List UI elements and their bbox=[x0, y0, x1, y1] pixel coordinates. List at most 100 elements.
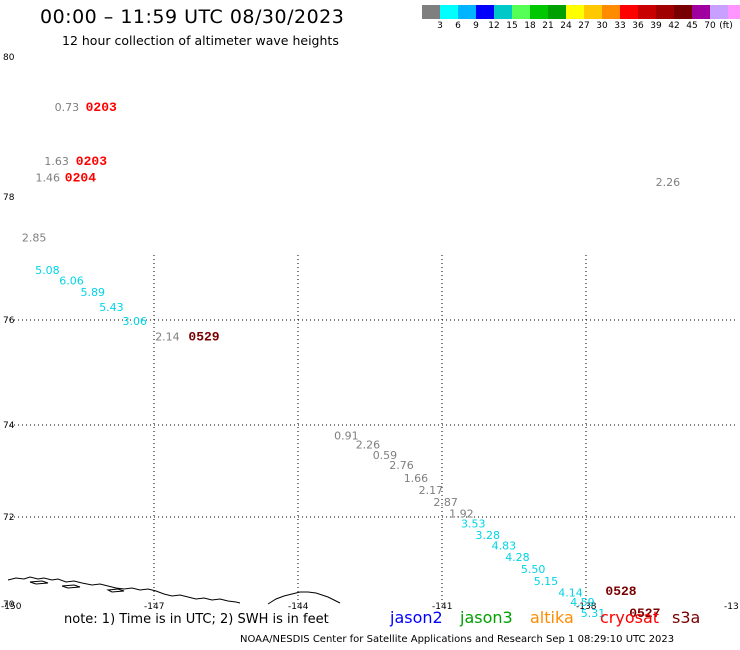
latitude-label: 72 bbox=[3, 513, 14, 523]
colorbar-swatch bbox=[692, 5, 710, 19]
pass-time-label: 0204 bbox=[65, 171, 96, 186]
wave-height-label: 5.31 bbox=[581, 607, 606, 620]
colorbar-swatch bbox=[584, 5, 602, 19]
colorbar-swatch bbox=[548, 5, 566, 19]
wave-height-label: 1.63 bbox=[44, 155, 69, 168]
colorbar-label: 9 bbox=[473, 21, 479, 31]
satellite-legend-altika: altika bbox=[530, 608, 574, 627]
longitude-label: -13 bbox=[724, 602, 739, 612]
latitude-label: 76 bbox=[3, 316, 15, 326]
satellite-legend-cryosat: cryosat bbox=[600, 608, 660, 627]
wave-height-label: 3.06 bbox=[123, 315, 148, 328]
colorbar-swatch bbox=[566, 5, 584, 19]
coastline-island-3 bbox=[106, 588, 125, 593]
coastline-island-1 bbox=[29, 580, 49, 585]
longitude-label: -150 bbox=[1, 602, 22, 612]
wave-height-label: 2.14 bbox=[155, 330, 180, 343]
wave-height-label: 2.85 bbox=[22, 231, 47, 244]
colorbar-label: 39 bbox=[650, 21, 662, 31]
latitude-label: 74 bbox=[3, 421, 15, 431]
colorbar-swatch bbox=[602, 5, 620, 19]
wave-height-label: 6.06 bbox=[59, 275, 84, 288]
longitude-label: -138 bbox=[576, 602, 597, 612]
colorbar-label: 3 bbox=[437, 21, 443, 31]
pass-time-label: 0528 bbox=[605, 584, 636, 599]
coastline-mackenzie bbox=[267, 591, 341, 605]
longitude-label: -141 bbox=[432, 602, 452, 612]
wave-height-label: 5.08 bbox=[35, 264, 60, 277]
colorbar-label: 42 bbox=[668, 21, 680, 31]
map-title: 00:00 – 11:59 UTC 08/30/2023 bbox=[40, 6, 345, 28]
wave-height-label: 3.53 bbox=[461, 517, 486, 530]
latitude-label: 70 bbox=[3, 600, 15, 610]
wave-height-label: 2.26 bbox=[656, 176, 681, 189]
colorbar-swatch bbox=[476, 5, 494, 19]
colorbar-label: 18 bbox=[524, 21, 536, 31]
colorbar-label: 6 bbox=[455, 21, 461, 31]
wave-height-colorbar bbox=[422, 5, 740, 19]
wave-height-label: 2.17 bbox=[419, 484, 444, 497]
colorbar-swatch bbox=[512, 5, 530, 19]
wave-height-label: 0.59 bbox=[373, 449, 398, 462]
colorbar-label: 24 bbox=[560, 21, 572, 31]
pass-time-label: 0529 bbox=[188, 329, 219, 344]
colorbar-label: 30 bbox=[596, 21, 608, 31]
wave-height-label: 5.89 bbox=[81, 286, 106, 299]
colorbar-swatch bbox=[530, 5, 548, 19]
wave-height-label: 2.76 bbox=[389, 459, 414, 472]
wave-height-label: 5.43 bbox=[99, 301, 124, 314]
colorbar-label: 45 bbox=[686, 21, 698, 31]
coastline bbox=[7, 576, 341, 605]
colorbar-swatch bbox=[422, 5, 440, 19]
wave-height-label: 0.73 bbox=[55, 101, 80, 114]
wave-height-label: 3.28 bbox=[476, 529, 501, 542]
legend-note: note: 1) Time is in UTC; 2) SWH is in fe… bbox=[64, 612, 329, 627]
pass-time-label: 0203 bbox=[86, 100, 117, 115]
wave-height-label: 4.59 bbox=[570, 596, 595, 609]
colorbar-swatch bbox=[440, 5, 458, 19]
satellite-legend-jason3: jason3 bbox=[460, 608, 513, 627]
pass-time-label: 0527 bbox=[629, 606, 660, 621]
colorbar-labels: 3 6 9 12 15 18 21 24 27 30 33 36 39 42 45 70 (ft) bbox=[422, 21, 740, 33]
colorbar-swatch bbox=[620, 5, 638, 19]
wave-height-label: 2.87 bbox=[433, 496, 458, 509]
footer-credit: NOAA/NESDIS Center for Satellite Applica… bbox=[240, 634, 675, 645]
wave-labels: 0.73 1.63 1.46 2.26 2.85 5.086.065.89 5.433.06… bbox=[22, 100, 680, 621]
colorbar-swatch bbox=[656, 5, 674, 19]
colorbar-label: 33 bbox=[614, 21, 626, 31]
colorbar-swatch bbox=[638, 5, 656, 19]
colorbar-swatch bbox=[674, 5, 692, 19]
latitude-label: 80 bbox=[3, 53, 15, 63]
colorbar-label: 70 bbox=[704, 21, 716, 31]
satellite-legend-s3a: s3a bbox=[672, 608, 701, 627]
colorbar-label: 36 bbox=[632, 21, 644, 31]
colorbar-label: 15 bbox=[506, 21, 518, 31]
longitude-label: -147 bbox=[144, 602, 164, 612]
colorbar-label: 27 bbox=[578, 21, 590, 31]
satellite-legend-jason2: jason2 bbox=[390, 608, 443, 627]
colorbar-swatch bbox=[458, 5, 476, 19]
wave-height-label: 0.91 bbox=[334, 429, 359, 442]
colorbar-label: (ft) bbox=[719, 21, 733, 31]
coastline-alaska bbox=[7, 576, 241, 604]
wave-height-label: 4.14 bbox=[558, 586, 583, 599]
colorbar-swatch bbox=[710, 5, 728, 19]
graticule: 80 78 76 74 72 70-150 -147 -144 -141 -138 -13 bbox=[1, 53, 739, 612]
wave-height-label: 5.50 bbox=[521, 563, 546, 576]
wave-height-label: 2.26 bbox=[356, 439, 381, 452]
wave-height-label: 1.46 bbox=[36, 172, 61, 185]
wave-height-label: 5.15 bbox=[534, 575, 559, 588]
pass-time-label: 0203 bbox=[76, 154, 107, 169]
wave-height-label: 1.92 bbox=[449, 508, 474, 521]
wave-height-label: 1.66 bbox=[404, 472, 429, 485]
wave-height-label: 4.83 bbox=[492, 539, 516, 552]
map-subtitle: 12 hour collection of altimeter wave hei… bbox=[62, 33, 339, 48]
wave-height-label: 4.28 bbox=[505, 551, 530, 564]
colorbar-label: 12 bbox=[488, 21, 500, 31]
coastline-island-2 bbox=[61, 584, 81, 589]
colorbar-label: 21 bbox=[542, 21, 554, 31]
longitude-label: -144 bbox=[288, 602, 309, 612]
latitude-label: 78 bbox=[3, 193, 15, 203]
colorbar-swatch bbox=[494, 5, 512, 19]
